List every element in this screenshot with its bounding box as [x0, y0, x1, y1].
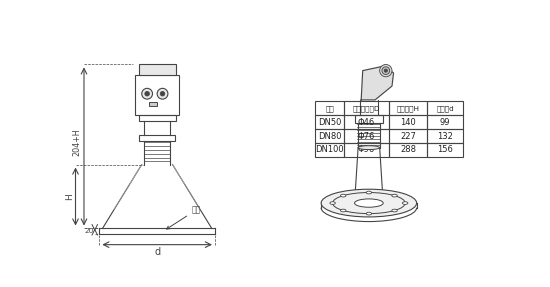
- Text: 140: 140: [400, 118, 416, 127]
- Ellipse shape: [403, 202, 408, 204]
- Ellipse shape: [340, 209, 346, 212]
- Text: 锟入高度H: 锟入高度H: [397, 105, 420, 112]
- Bar: [427, 101, 463, 115]
- Text: 132: 132: [437, 131, 453, 141]
- Bar: [315, 143, 344, 157]
- Circle shape: [160, 92, 165, 96]
- Bar: [315, 115, 344, 129]
- Ellipse shape: [392, 194, 397, 197]
- Bar: [389, 101, 427, 115]
- Text: 99: 99: [440, 118, 450, 127]
- Text: 156: 156: [437, 146, 453, 154]
- Bar: [389, 115, 427, 129]
- Ellipse shape: [355, 199, 383, 207]
- Bar: [315, 129, 344, 143]
- Text: Φ76: Φ76: [358, 131, 375, 141]
- Bar: [315, 101, 344, 115]
- Text: 锟入口直径D: 锟入口直径D: [353, 105, 381, 112]
- Bar: [140, 135, 175, 141]
- Bar: [139, 115, 175, 121]
- Circle shape: [384, 69, 387, 72]
- Circle shape: [382, 67, 389, 75]
- Ellipse shape: [340, 194, 346, 197]
- Ellipse shape: [358, 146, 379, 150]
- Bar: [139, 65, 175, 75]
- Bar: [150, 102, 157, 106]
- Bar: [344, 115, 389, 129]
- Text: H: H: [65, 193, 74, 200]
- Bar: [389, 129, 427, 143]
- Text: Φ46: Φ46: [358, 118, 375, 127]
- Text: 227: 227: [400, 131, 416, 141]
- Bar: [135, 75, 179, 115]
- Text: 四鹟盘d: 四鹟盘d: [436, 105, 454, 112]
- Text: 288: 288: [400, 146, 416, 154]
- Text: DN100: DN100: [315, 146, 344, 154]
- Ellipse shape: [392, 209, 397, 212]
- Text: Φ96: Φ96: [358, 146, 375, 154]
- Circle shape: [145, 92, 150, 96]
- Bar: [427, 143, 463, 157]
- Text: 法兰: 法兰: [167, 205, 201, 229]
- Text: 20: 20: [85, 228, 94, 234]
- Bar: [427, 115, 463, 129]
- Bar: [344, 143, 389, 157]
- Ellipse shape: [366, 212, 372, 215]
- Bar: [389, 143, 427, 157]
- Text: 204+H: 204+H: [73, 128, 81, 156]
- Text: 法兰: 法兰: [325, 105, 334, 112]
- Circle shape: [157, 88, 168, 99]
- Bar: [355, 115, 383, 123]
- Text: d: d: [154, 247, 160, 257]
- Bar: [344, 129, 389, 143]
- Ellipse shape: [321, 189, 417, 217]
- Circle shape: [142, 88, 152, 99]
- Bar: [344, 101, 389, 115]
- Bar: [427, 129, 463, 143]
- Polygon shape: [361, 66, 394, 100]
- Ellipse shape: [330, 202, 336, 204]
- Ellipse shape: [366, 191, 372, 194]
- Text: DN50: DN50: [318, 118, 342, 127]
- Text: DN80: DN80: [318, 131, 342, 141]
- Circle shape: [379, 65, 392, 77]
